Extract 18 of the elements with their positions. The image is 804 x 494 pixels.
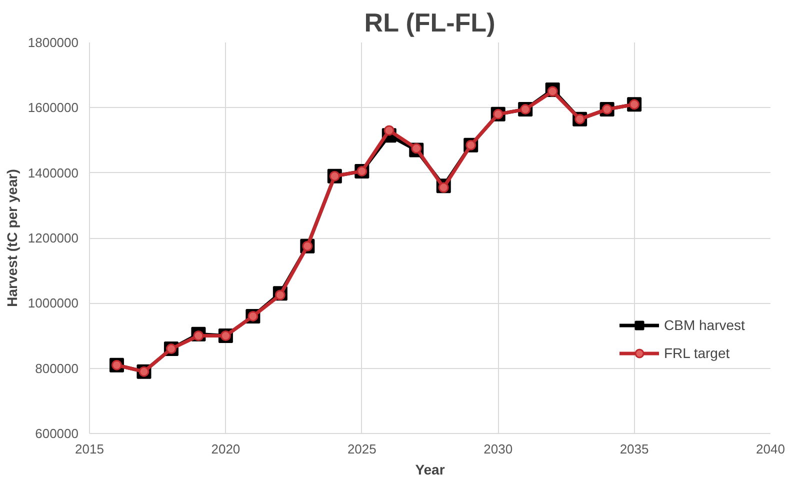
legend-label: FRL target — [664, 345, 730, 361]
chart-title: RL (FL-FL) — [364, 8, 496, 38]
legend-label: CBM harvest — [664, 317, 745, 333]
x-tick-label: 2020 — [211, 442, 240, 456]
x-tick-label: 2035 — [620, 442, 649, 456]
y-tick-label: 1000000 — [28, 296, 79, 311]
x-tick-label: 2030 — [484, 442, 513, 456]
x-tick-label: 2025 — [347, 442, 376, 456]
y-tick-label: 1800000 — [28, 35, 79, 50]
y-tick-label: 1200000 — [28, 230, 79, 246]
y-axis-title: Harvest (tC per year) — [4, 169, 20, 307]
x-tick-label: 2015 — [75, 442, 104, 456]
x-axis-title: Year — [415, 462, 446, 478]
y-tick-label: 800000 — [35, 360, 79, 376]
y-tick-label: 1400000 — [28, 165, 79, 180]
y-tick-label: 1600000 — [28, 100, 79, 116]
x-tick-label: 2040 — [756, 442, 785, 456]
y-tick-label: 600000 — [35, 426, 79, 441]
